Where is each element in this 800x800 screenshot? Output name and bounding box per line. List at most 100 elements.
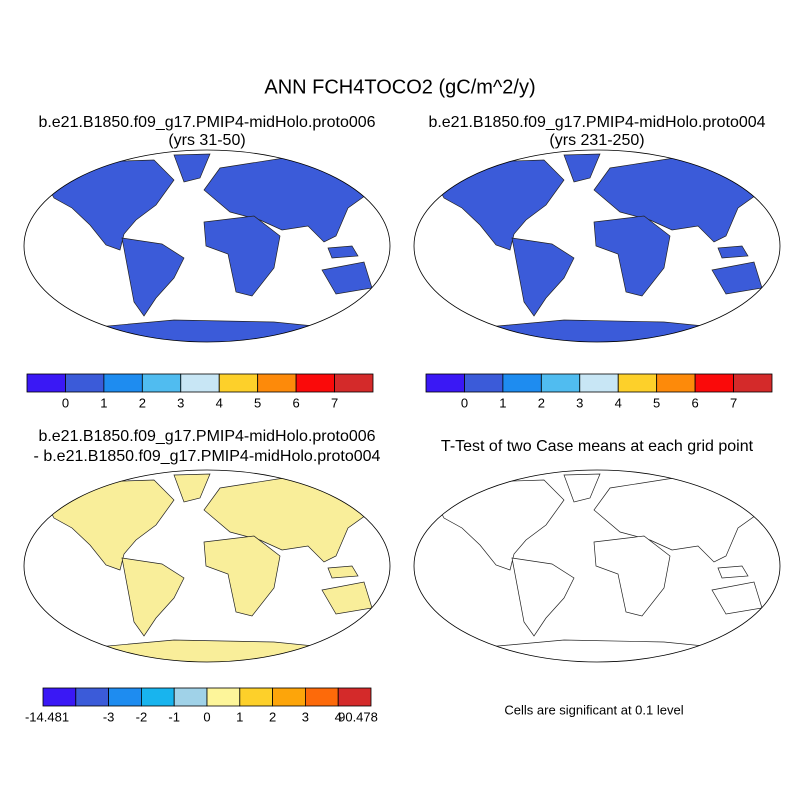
grid-cell	[364, 629, 367, 632]
panel-title: b.e21.B1850.f09_g17.PMIP4-midHolo.proto0…	[428, 114, 765, 131]
grid-cell	[712, 158, 718, 163]
colorbar-box	[173, 687, 208, 707]
grid-cell	[774, 615, 776, 617]
grid-cell	[60, 154, 63, 157]
grid-cell	[379, 625, 384, 629]
grid-cell	[744, 486, 750, 492]
colorbar-box	[75, 687, 110, 707]
grid-cell	[519, 471, 522, 473]
grid-cell	[695, 155, 701, 160]
grid-cell	[700, 480, 705, 484]
colorbar-box	[540, 373, 581, 393]
grid-cell	[28, 618, 33, 622]
grid-cell	[762, 496, 766, 501]
grid-cell	[96, 151, 100, 154]
grid-cell	[30, 280, 35, 284]
grid-cell	[768, 521, 772, 524]
grid-cell	[414, 474, 420, 479]
grid-cell	[450, 157, 455, 161]
grid-cell	[764, 289, 766, 294]
grid-cell	[445, 163, 450, 167]
grid-cell	[759, 305, 764, 309]
colorbar-label: 1	[236, 709, 243, 724]
grid-cell	[381, 503, 383, 505]
grid-cell	[339, 475, 343, 478]
grid-cell	[776, 486, 779, 488]
grid-cell	[532, 154, 536, 155]
grid-cell	[752, 154, 757, 158]
grid-cell	[353, 483, 359, 488]
colorbar-label: 90.478	[338, 709, 378, 724]
grid-cell	[35, 511, 39, 514]
grid-cell	[374, 625, 376, 631]
grid-cell	[25, 476, 31, 481]
grid-cell	[302, 476, 307, 480]
grid-cell	[32, 296, 37, 300]
grid-cell	[743, 629, 750, 634]
colorbar-label: 3	[576, 395, 583, 410]
grid-cell	[44, 162, 51, 167]
grid-cell	[97, 154, 103, 155]
colorbar-box	[272, 687, 306, 707]
grid-cell	[761, 508, 765, 511]
grid-cell	[34, 198, 39, 202]
grid-cell	[375, 612, 376, 616]
grid-cell	[441, 183, 447, 188]
grid-cell	[763, 497, 766, 502]
grid-cell	[364, 494, 370, 499]
colorbar-box	[206, 687, 241, 707]
colorbar-label: 2	[269, 709, 276, 724]
grid-cell	[352, 498, 358, 502]
grid-cell	[120, 476, 125, 480]
map-border	[413, 149, 781, 343]
grid-cell	[676, 477, 680, 480]
grid-cell	[419, 600, 422, 602]
grid-cell	[86, 160, 92, 165]
grid-cell	[36, 175, 39, 177]
grid-cell	[74, 476, 80, 481]
grid-cell	[348, 501, 352, 504]
grid-cell	[430, 504, 435, 508]
colorbar-box	[337, 687, 372, 707]
grid-cell	[747, 506, 751, 510]
significance-note: Cells are significant at 0.1 level	[504, 702, 683, 717]
grid-cell	[388, 516, 391, 518]
grid-cell	[464, 490, 468, 494]
grid-cell	[24, 514, 27, 517]
grid-cell	[769, 600, 771, 602]
colorbar-box	[464, 373, 504, 393]
grid-cell	[700, 160, 706, 164]
grid-cell	[432, 477, 436, 480]
grid-cell	[68, 160, 73, 164]
map-border	[413, 469, 781, 663]
grid-cell	[459, 483, 463, 486]
grid-cell	[446, 627, 452, 631]
grid-cell	[419, 620, 424, 624]
grid-cell	[66, 480, 71, 484]
grid-cell	[387, 589, 391, 592]
grid-cell	[737, 487, 741, 490]
colorbar-label: 6	[691, 395, 698, 410]
colorbar-label: 0	[203, 709, 210, 724]
grid-cell	[373, 474, 376, 475]
grid-cell	[352, 177, 358, 182]
grid-cell	[465, 494, 468, 497]
grid-cell	[55, 491, 59, 495]
grid-cell	[694, 479, 700, 484]
colorbar-box	[304, 687, 339, 707]
grid-cell	[139, 151, 143, 154]
grid-cell	[774, 613, 778, 616]
grid-cell	[124, 154, 130, 156]
grid-cell	[383, 619, 387, 623]
grid-cell	[380, 530, 384, 533]
grid-cell	[770, 502, 776, 507]
grid-cell	[712, 476, 716, 479]
grid-cell	[50, 178, 57, 184]
grid-cell	[42, 192, 49, 198]
grid-cell	[331, 167, 334, 170]
colorbar-label: 5	[653, 395, 660, 410]
grid-cell	[366, 516, 370, 519]
panel-title: T-Test of two Case means at each grid po…	[441, 438, 754, 455]
grid-cell	[436, 497, 440, 501]
grid-cell	[40, 500, 43, 503]
